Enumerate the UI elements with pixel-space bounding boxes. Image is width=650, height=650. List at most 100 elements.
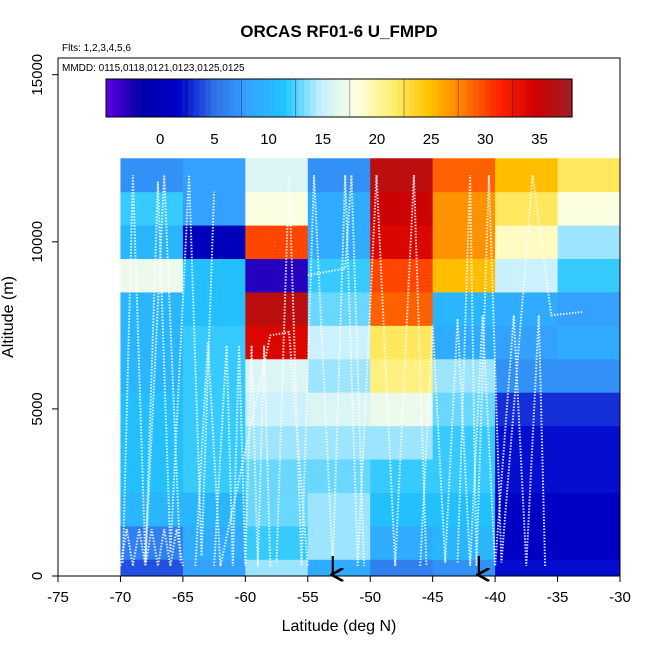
heatmap-cell: [432, 225, 496, 260]
x-tick-label: -30: [609, 589, 631, 606]
colorbar-segment: [239, 79, 247, 117]
colorbar-segment: [356, 79, 363, 117]
heatmap-cell: [557, 559, 621, 577]
heatmap-cell: [307, 258, 371, 293]
heatmap-cell: [370, 291, 434, 326]
heatmap-cell: [495, 392, 559, 427]
x-tick-label: -40: [484, 589, 506, 606]
colorbar-segment: [350, 79, 358, 117]
heatmap-cell: [495, 258, 559, 293]
x-tick-label: -45: [422, 589, 444, 606]
colorbar-segment: [257, 79, 264, 117]
colorbar-segment: [263, 79, 270, 117]
heatmap-cell: [120, 158, 184, 193]
colorbar-segment: [205, 79, 212, 117]
flights-note: Flts: 1,2,3,4,5,6: [62, 43, 131, 54]
colorbar-segment: [135, 79, 142, 117]
heatmap-cell: [495, 459, 559, 493]
colorbar-segment: [111, 79, 119, 117]
heatmap-cell: [432, 492, 496, 527]
colorbar-tick-label: 10: [260, 131, 277, 148]
heatmap-cell: [307, 158, 371, 193]
heatmap-cell: [182, 225, 246, 260]
colorbar-segment: [484, 79, 492, 117]
chart-title: ORCAS RF01-6 U_FMPD: [240, 22, 437, 41]
flight-track: [119, 529, 184, 567]
heatmap-cell: [307, 392, 371, 427]
heatmap-cell: [182, 325, 246, 360]
colorbar-segment: [280, 79, 288, 117]
heatmap-cell: [495, 191, 559, 226]
colorbar-segment: [321, 79, 328, 117]
heatmap-cell: [120, 225, 184, 260]
heatmap-cell: [120, 291, 184, 326]
heatmap-cell: [557, 291, 621, 326]
heatmap-cells: [120, 158, 621, 577]
heatmap-cell: [307, 525, 371, 560]
colorbar-segment: [187, 79, 194, 117]
colorbar-segment: [531, 79, 538, 117]
colorbar-segment: [507, 79, 515, 117]
heatmap-cell: [432, 525, 496, 560]
colorbar-segment: [146, 79, 154, 117]
colorbar-segment: [339, 79, 346, 117]
heatmap-cell: [307, 559, 371, 577]
heatmap-cell: [120, 459, 184, 493]
colorbar-segment: [129, 79, 136, 117]
heatmap-cell: [557, 225, 621, 260]
colorbar-segment: [379, 79, 387, 117]
heatmap-cell: [370, 258, 434, 293]
colorbar-segment: [478, 79, 486, 117]
heatmap-cell: [182, 492, 246, 527]
colorbar-segment: [228, 79, 235, 117]
heatmap-cell: [307, 291, 371, 326]
y-axis: 0 5000 10000 15000: [29, 54, 58, 580]
colorbar-segment: [542, 79, 550, 117]
colorbar-segment: [304, 79, 311, 117]
colorbar-segment: [502, 79, 509, 117]
colorbar-tick-label: 0: [156, 131, 164, 148]
latitude-markers: [333, 555, 479, 575]
flight-tracks: [119, 174, 583, 567]
flight-track: [456, 174, 583, 567]
colorbar-segment: [140, 79, 148, 117]
colorbar-segment: [548, 79, 556, 117]
heatmap-cell: [182, 559, 246, 577]
heatmap-cell: [557, 392, 621, 427]
heatmap-cell: [432, 291, 496, 326]
colorbar-segment: [199, 79, 206, 117]
y-tick-label: 10000: [29, 221, 46, 263]
heatmap-cell: [245, 358, 309, 393]
heatmap-cell: [557, 258, 621, 293]
colorbar-segment: [269, 79, 276, 117]
colorbar-segment: [490, 79, 497, 117]
colorbar-segment: [234, 79, 241, 117]
colorbar-segment: [327, 79, 334, 117]
heatmap-cell: [432, 559, 496, 577]
heatmap-cell: [370, 158, 434, 193]
heatmap-cell: [432, 392, 496, 427]
colorbar-segment: [333, 79, 340, 117]
colorbar-segment: [461, 79, 468, 117]
colorbar-segment: [298, 79, 305, 117]
heatmap-cell: [245, 191, 309, 226]
colorbar-frame: [105, 78, 573, 118]
heatmap-cell: [557, 525, 621, 560]
colorbar-segment: [403, 79, 410, 117]
x-tick-label: -65: [172, 589, 194, 606]
colorbar-segment: [193, 79, 200, 117]
heatmap-cell: [370, 191, 434, 226]
colorbar-segment: [391, 79, 398, 117]
heatmap-cell: [245, 492, 309, 527]
heatmap-cell: [120, 559, 184, 577]
plot-frame: [57, 57, 621, 577]
heatmap-cell: [245, 525, 309, 560]
heatmap-cell: [370, 525, 434, 560]
colorbar-segment: [373, 79, 381, 117]
x-axis: -75 -70 -65 -60 -55 -50 -45 -40 -35 -30: [47, 576, 631, 606]
colorbar-segment: [274, 79, 282, 117]
colorbar-tick-label: 30: [477, 131, 494, 148]
heatmap-cell: [557, 425, 621, 460]
colorbar-segment: [496, 79, 503, 117]
heatmap-cell: [557, 492, 621, 527]
